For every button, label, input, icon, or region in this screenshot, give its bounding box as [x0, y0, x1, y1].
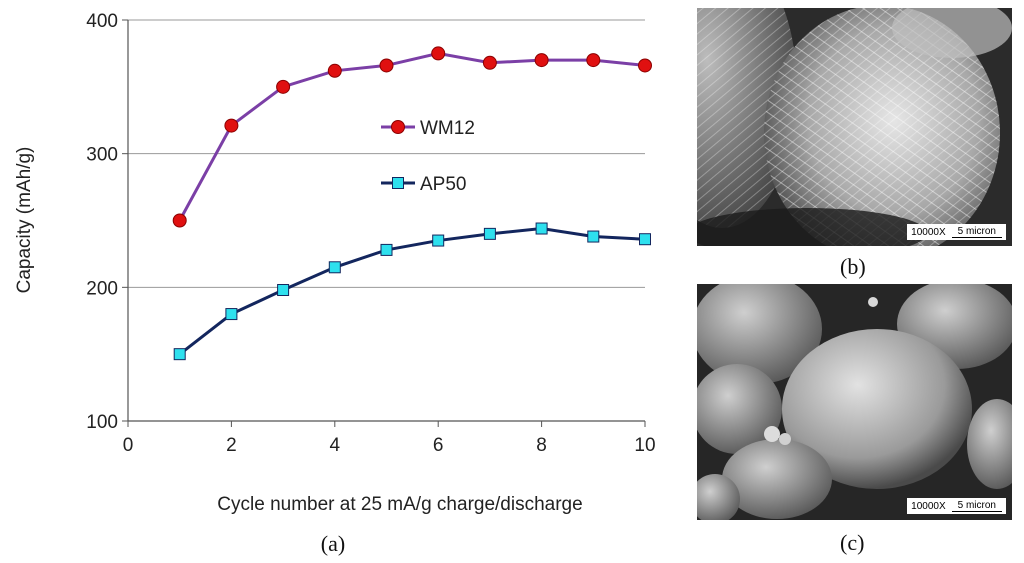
scale-b: 5 micron: [951, 226, 1002, 238]
point-wm12-1: [172, 213, 187, 228]
sem-image-b-graphic: [697, 8, 1012, 246]
point-ap50-5: [380, 243, 393, 256]
magnification-c: 10000X: [911, 500, 946, 512]
point-wm12-3: [276, 79, 291, 94]
y-tick-label-200: 200: [86, 278, 118, 299]
point-wm12-8: [534, 53, 549, 68]
x-axis-title: Cycle number at 25 mA/g charge/discharge: [217, 494, 582, 515]
legend-marker-wm12: [391, 120, 405, 134]
legend-label-ap50: AP50: [420, 174, 466, 195]
x-tick-label-10: 10: [634, 435, 655, 456]
x-tick-label-8: 8: [536, 435, 547, 456]
sem-image-c-graphic: [697, 284, 1012, 520]
point-ap50-4: [328, 261, 341, 274]
point-wm12-9: [586, 53, 601, 68]
legend: WM12 AP50: [381, 118, 475, 195]
point-wm12-2: [224, 118, 239, 133]
point-ap50-9: [587, 230, 600, 243]
scale-c: 5 micron: [951, 500, 1002, 512]
panel-label-c: (c): [840, 530, 865, 555]
panel-label-b: (b): [840, 254, 866, 279]
point-wm12-6: [431, 46, 446, 61]
scale-bar-c: 10000X 5 micron: [907, 498, 1006, 514]
point-wm12-5: [379, 58, 394, 73]
legend-marker-ap50: [392, 177, 404, 189]
sem-image-b: 10000X 5 micron: [697, 8, 1012, 246]
data-series: [172, 46, 652, 361]
point-wm12-7: [482, 55, 497, 70]
series-line-wm12: [178, 51, 646, 222]
series-line-ap50: [178, 227, 646, 356]
legend-label-wm12: WM12: [420, 118, 475, 139]
tick-labels: 100 200 300 400 0 2 4 6 8 10: [86, 11, 655, 456]
x-tick-label-4: 4: [330, 435, 341, 456]
panel-label-a: (a): [321, 531, 345, 556]
point-ap50-3: [277, 284, 290, 297]
magnification-b: 10000X: [911, 226, 946, 238]
scale-bar-b: 10000X 5 micron: [907, 224, 1006, 240]
point-wm12-4: [327, 63, 342, 78]
point-ap50-2: [225, 308, 238, 321]
y-tick-label-100: 100: [86, 412, 118, 433]
y-axis-title: Capacity (mAh/g): [14, 147, 35, 294]
capacity-chart: 100 200 300 400 0 2 4 6 8 10 WM12 AP50 Capacity (m…: [14, 11, 656, 556]
x-tick-label-2: 2: [226, 435, 237, 456]
axes: [122, 19, 646, 427]
x-tick-label-0: 0: [123, 435, 134, 456]
sem-image-c: 10000X 5 micron: [697, 284, 1012, 520]
x-tick-label-6: 6: [433, 435, 444, 456]
y-tick-label-400: 400: [86, 11, 118, 32]
point-wm12-10: [638, 58, 652, 73]
point-ap50-1: [173, 348, 186, 361]
point-ap50-10: [639, 233, 651, 246]
grid-lines: [128, 19, 645, 288]
point-ap50-7: [483, 227, 496, 240]
y-tick-label-300: 300: [86, 145, 118, 166]
point-ap50-6: [432, 234, 445, 247]
point-ap50-8: [535, 222, 548, 235]
